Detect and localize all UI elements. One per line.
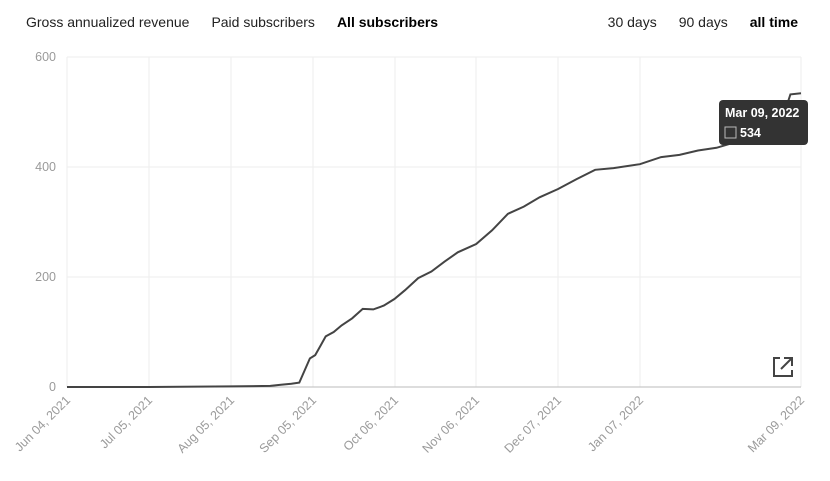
x-tick-label: Sep 05, 2021 xyxy=(257,393,320,456)
range-all-time[interactable]: all time xyxy=(749,14,798,30)
x-tick-label: Jan 07, 2022 xyxy=(585,393,646,454)
tooltip-background xyxy=(719,100,808,145)
external-link-icon[interactable] xyxy=(770,354,796,380)
y-tick-label: 0 xyxy=(49,380,56,394)
x-tick-label: Aug 05, 2021 xyxy=(175,393,238,456)
tab-paid-subscribers[interactable]: Paid subscribers xyxy=(211,14,315,30)
x-tick-label: Mar 09, 2022 xyxy=(745,393,807,455)
tab-all-subscribers[interactable]: All subscribers xyxy=(336,14,439,30)
x-tick-label: Jul 05, 2021 xyxy=(97,393,155,451)
tooltip-value: 534 xyxy=(740,126,761,140)
y-axis-ticks: 0 200 400 600 xyxy=(35,50,56,394)
range-90-days[interactable]: 90 days xyxy=(678,14,728,30)
series-line xyxy=(67,92,802,388)
tooltip-date: Mar 09, 2022 xyxy=(725,106,799,120)
range-30-days[interactable]: 30 days xyxy=(607,14,657,30)
metric-tabs: Gross annualized revenue Paid subscriber… xyxy=(26,14,438,34)
y-tick-label: 200 xyxy=(35,270,56,284)
time-range-tabs: 30 days 90 days all time xyxy=(608,14,798,34)
x-tick-label: Jun 04, 2021 xyxy=(12,393,73,454)
x-tick-label: Dec 07, 2021 xyxy=(502,393,565,456)
grid-lines xyxy=(66,56,802,388)
tooltip-swatch xyxy=(724,126,737,139)
y-tick-label: 400 xyxy=(35,160,56,174)
tooltip: Mar 09, 2022 534 xyxy=(719,100,808,145)
tab-gross-annualized-revenue[interactable]: Gross annualized revenue xyxy=(26,14,190,30)
x-tick-label: Nov 06, 2021 xyxy=(420,393,483,456)
x-tick-label: Oct 06, 2021 xyxy=(341,393,402,454)
x-axis-ticks: Jun 04, 2021 Jul 05, 2021 Aug 05, 2021 Sep … xyxy=(12,393,807,456)
y-tick-label: 600 xyxy=(35,50,56,64)
